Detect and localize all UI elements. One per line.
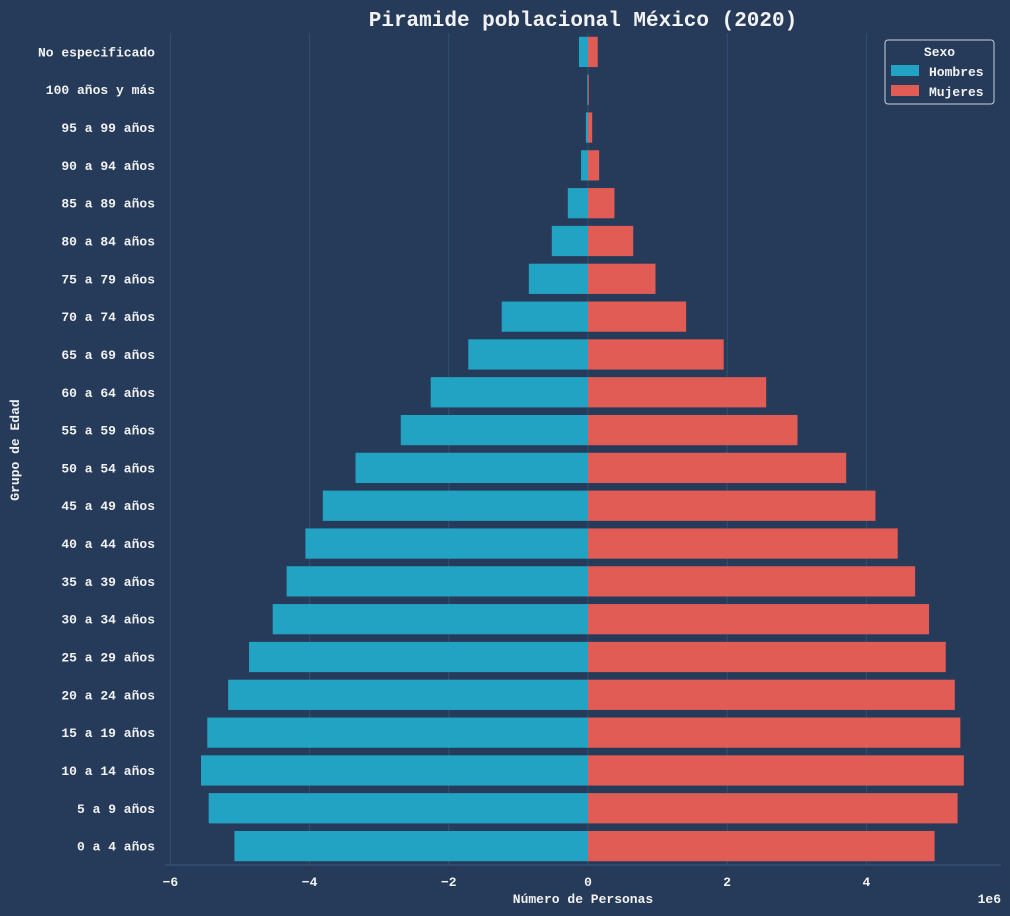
x-tick-label-4: 2 [723, 875, 731, 890]
legend-title: Sexo [924, 45, 955, 60]
legend-label-mujeres: Mujeres [929, 85, 984, 100]
bar-mujeres-16 [588, 641, 946, 673]
x-tick-label-2: −2 [441, 875, 457, 890]
bar-hombres-7 [501, 301, 588, 332]
bar-mujeres-7 [588, 301, 687, 332]
y-tick-label-13: 40 a 44 años [61, 537, 155, 552]
y-tick-label-19: 10 a 14 años [61, 764, 155, 779]
y-tick-label-17: 20 a 24 años [61, 688, 155, 703]
x-tick-label-5: 4 [862, 875, 870, 890]
bar-mujeres-15 [588, 604, 930, 635]
y-tick-label-4: 85 a 89 años [61, 197, 155, 212]
bar-hombres-11 [355, 452, 588, 484]
bar-mujeres-20 [588, 793, 958, 824]
bar-mujeres-6 [588, 263, 656, 294]
bars-group [201, 36, 964, 862]
y-tick-label-14: 35 a 39 años [61, 575, 155, 590]
bar-hombres-5 [551, 225, 588, 257]
bar-hombres-1 [587, 74, 589, 105]
y-tick-label-15: 30 a 34 años [61, 613, 155, 628]
x-axis-offset-label: 1e6 [978, 892, 1002, 907]
bar-mujeres-0 [588, 36, 598, 68]
bar-mujeres-3 [588, 150, 600, 181]
bar-hombres-13 [305, 528, 588, 559]
bar-mujeres-5 [588, 225, 634, 257]
y-tick-label-0: No especificado [38, 45, 155, 60]
x-tick-labels: −6 −4 −2 0 2 4 [163, 875, 871, 890]
bar-hombres-6 [528, 263, 588, 294]
bar-mujeres-10 [588, 414, 798, 446]
y-tick-label-12: 45 a 49 años [61, 499, 155, 514]
bar-hombres-4 [567, 188, 588, 219]
legend-label-hombres: Hombres [929, 65, 984, 80]
bar-mujeres-2 [588, 112, 593, 143]
y-tick-label-5: 80 a 84 años [61, 235, 155, 250]
y-tick-label-16: 25 a 29 años [61, 651, 155, 666]
bar-mujeres-19 [588, 755, 964, 786]
x-axis-label: Número de Personas [513, 892, 654, 907]
y-tick-label-21: 0 a 4 años [77, 840, 155, 855]
bar-hombres-8 [468, 339, 588, 370]
bar-hombres-17 [228, 679, 588, 710]
legend: Sexo Hombres Mujeres [884, 39, 995, 105]
y-tick-label-18: 15 a 19 años [61, 726, 155, 741]
bar-mujeres-4 [588, 188, 615, 219]
bar-mujeres-9 [588, 377, 767, 408]
bar-mujeres-21 [588, 830, 935, 862]
y-tick-label-7: 70 a 74 años [61, 310, 155, 325]
y-axis-label: Grupo de Edad [8, 399, 23, 500]
y-tick-label-3: 90 a 94 años [61, 159, 155, 174]
bar-mujeres-14 [588, 566, 916, 597]
bar-hombres-18 [207, 717, 588, 748]
bar-hombres-0 [578, 36, 588, 68]
bar-hombres-9 [430, 377, 588, 408]
y-tick-label-2: 95 a 99 años [61, 121, 155, 136]
bar-hombres-15 [272, 604, 588, 635]
bar-mujeres-12 [588, 490, 876, 521]
x-tick-label-3: 0 [584, 875, 592, 890]
bar-mujeres-8 [588, 339, 724, 370]
bar-mujeres-1 [588, 74, 589, 105]
bar-hombres-2 [585, 112, 588, 143]
bar-hombres-14 [286, 566, 588, 597]
y-tick-labels: No especificado 100 años y más 95 a 99 año… [38, 45, 155, 854]
bar-hombres-20 [208, 793, 588, 824]
bar-mujeres-11 [588, 452, 847, 484]
y-tick-label-8: 65 a 69 años [61, 348, 155, 363]
bar-hombres-3 [581, 150, 588, 181]
bar-hombres-16 [249, 641, 588, 673]
bar-hombres-19 [201, 755, 589, 786]
bar-mujeres-13 [588, 528, 898, 559]
chart-title: Piramide poblacional México (2020) [369, 10, 797, 33]
y-tick-label-20: 5 a 9 años [77, 802, 155, 817]
y-tick-label-9: 60 a 64 años [61, 386, 155, 401]
y-tick-label-10: 55 a 59 años [61, 424, 155, 439]
x-tick-label-0: −6 [163, 875, 179, 890]
bar-hombres-12 [322, 490, 588, 521]
bar-hombres-21 [234, 830, 588, 862]
bar-mujeres-17 [588, 679, 955, 710]
y-tick-label-1: 100 años y más [46, 83, 155, 98]
x-tick-label-1: −4 [302, 875, 318, 890]
y-tick-label-6: 75 a 79 años [61, 272, 155, 287]
legend-swatch-mujeres [891, 85, 919, 96]
y-tick-label-11: 50 a 54 años [61, 461, 155, 476]
bar-mujeres-18 [588, 717, 961, 748]
bar-hombres-10 [400, 414, 588, 446]
legend-swatch-hombres [891, 65, 919, 76]
